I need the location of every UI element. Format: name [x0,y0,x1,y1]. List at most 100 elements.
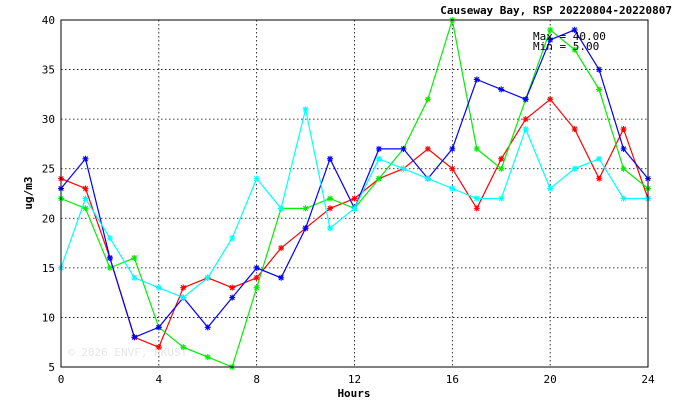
y-tick-label: 20 [42,212,55,225]
data-point [571,165,578,172]
series-group [58,17,651,370]
data-point [596,86,603,93]
data-point [204,324,211,331]
data-point [204,354,211,361]
data-point [327,225,334,232]
data-point [424,175,431,182]
data-point [229,284,236,291]
data-point [424,145,431,152]
data-point [229,235,236,242]
data-point [253,175,260,182]
data-point [327,155,334,162]
data-point [351,205,358,212]
data-point [424,96,431,103]
data-point [596,155,603,162]
watermark: © 2026 ENVF, HKUST [68,346,188,359]
x-tick-label: 4 [156,373,163,386]
data-point [620,126,627,133]
data-point [498,195,505,202]
data-point [449,185,456,192]
x-tick-label: 24 [641,373,655,386]
chart-title: Causeway Bay, RSP 20220804-20220807 [440,4,672,17]
data-point [449,165,456,172]
data-point [596,175,603,182]
data-point [620,165,627,172]
plot-frame [60,19,649,368]
x-tick-label: 20 [544,373,557,386]
data-point [278,274,285,281]
data-point [473,205,480,212]
data-point [473,195,480,202]
data-point [522,126,529,133]
data-point [204,274,211,281]
data-point [180,294,187,301]
y-tick-label: 35 [42,64,55,77]
data-point [498,165,505,172]
data-point [498,155,505,162]
data-point [253,274,260,281]
data-point [302,106,309,113]
data-point [375,175,382,182]
data-point [106,254,113,261]
data-point [155,284,162,291]
x-tick-label: 16 [446,373,459,386]
data-point [327,195,334,202]
y-tick-label: 5 [48,361,55,374]
data-point [522,116,529,123]
data-point [327,205,334,212]
data-point [82,185,89,192]
data-point [400,165,407,172]
grid [61,20,648,367]
data-point [131,274,138,281]
min-stat: Min = 5.00 [533,40,599,53]
y-axis-label: ug/m3 [22,176,35,209]
data-point [547,185,554,192]
data-point [180,284,187,291]
data-point [571,46,578,53]
data-point [155,344,162,351]
data-point [106,264,113,271]
data-point [547,36,554,43]
data-point [253,284,260,291]
data-point [180,344,187,351]
data-point [571,26,578,33]
data-point [278,205,285,212]
data-point [155,324,162,331]
data-point [547,96,554,103]
data-point [229,294,236,301]
data-point [498,86,505,93]
x-tick-label: 12 [348,373,361,386]
data-point [82,155,89,162]
x-tick-label: 0 [58,373,65,386]
y-tick-label: 25 [42,163,55,176]
data-point [620,145,627,152]
data-point [571,126,578,133]
data-point [302,225,309,232]
y-tick-label: 40 [42,14,55,27]
data-point [278,245,285,252]
data-point [351,195,358,202]
data-point [375,145,382,152]
max-stat: Max = 40.00 [533,30,606,43]
data-point [400,145,407,152]
data-point [449,145,456,152]
data-point [620,195,627,202]
data-point [106,235,113,242]
data-point [473,76,480,83]
data-point [596,66,603,73]
data-point [473,145,480,152]
data-point [375,155,382,162]
y-tick-label: 10 [42,311,55,324]
data-point [131,334,138,341]
tick-labels: 0 4 8 12 16 20 24 5 10 15 20 25 30 35 40 [42,14,655,386]
data-point [522,96,529,103]
data-point [253,264,260,271]
data-point [82,195,89,202]
data-point [547,26,554,33]
y-tick-label: 15 [42,262,55,275]
data-point [131,254,138,261]
data-point [82,205,89,212]
series-4 [58,106,651,301]
x-tick-label: 8 [253,373,260,386]
